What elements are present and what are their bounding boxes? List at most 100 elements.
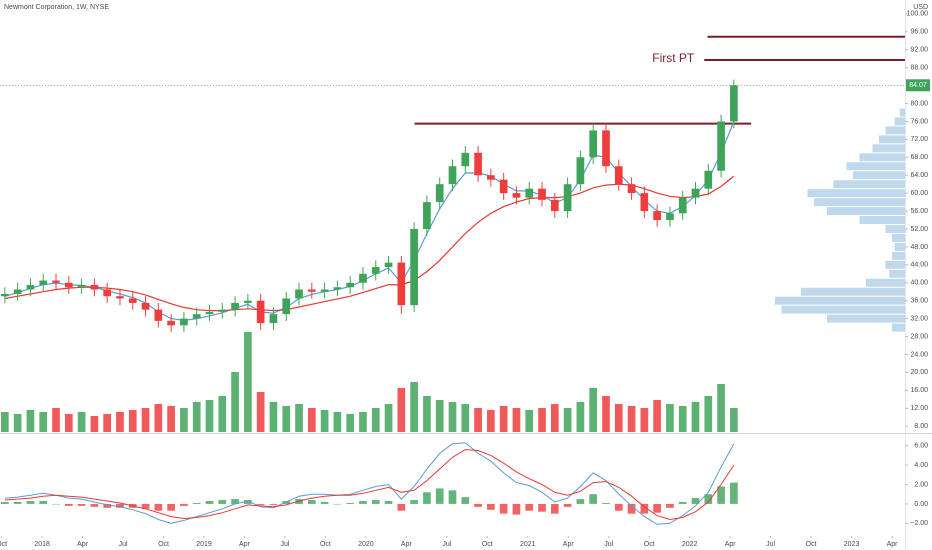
candle-body bbox=[218, 309, 227, 312]
y-tick-label: 16.00 bbox=[910, 387, 928, 394]
volume-profile-row bbox=[853, 171, 905, 180]
macd-histogram-bar bbox=[218, 500, 227, 504]
macd-histogram-bar bbox=[666, 503, 674, 508]
macd-y-tick-label: 0.00 bbox=[914, 501, 928, 508]
x-tick-label: Apr bbox=[239, 541, 251, 548]
macd-histogram-bar bbox=[231, 499, 239, 504]
macd-histogram-bar bbox=[167, 503, 175, 511]
macd-histogram-bar bbox=[435, 488, 444, 504]
candle-body bbox=[52, 280, 60, 283]
macd-histogram-bar bbox=[602, 502, 610, 504]
candle-body bbox=[90, 285, 99, 290]
candle-body bbox=[359, 273, 367, 283]
volume-profile-row bbox=[872, 144, 905, 153]
y-tick-label: 12.00 bbox=[910, 405, 928, 412]
macd-y-tick-label: 4.00 bbox=[914, 462, 928, 469]
macd-histogram-bar bbox=[116, 503, 124, 508]
macd-histogram-bar bbox=[717, 486, 725, 504]
volume-profile-row bbox=[894, 242, 905, 251]
volume-bar bbox=[128, 410, 137, 432]
volume-bar bbox=[116, 412, 124, 432]
volume-bar bbox=[384, 404, 393, 432]
y-tick-label: 92.00 bbox=[910, 47, 928, 54]
volume-bar bbox=[346, 414, 355, 432]
volume-bar bbox=[141, 408, 150, 432]
macd-histogram-bar bbox=[563, 503, 572, 507]
volume-bar bbox=[589, 388, 598, 432]
macd-histogram-bar bbox=[384, 501, 393, 504]
x-tick-label: Apr bbox=[563, 541, 575, 548]
candle-body bbox=[397, 262, 406, 306]
macd-histogram-bar bbox=[244, 500, 252, 504]
candle-body bbox=[269, 314, 278, 324]
volume-bar bbox=[435, 400, 444, 432]
candle-body bbox=[461, 152, 470, 167]
macd-histogram-bar bbox=[180, 503, 188, 506]
macd-histogram-bar bbox=[256, 503, 265, 505]
volume-profile-row bbox=[889, 269, 905, 278]
macd-histogram-bar bbox=[1, 501, 9, 504]
last-price-box bbox=[906, 79, 930, 92]
macd-histogram-bar bbox=[525, 503, 534, 511]
volume-profile-row bbox=[859, 153, 905, 162]
x-tick-label: Oct bbox=[320, 541, 331, 548]
x-tick-label: Jul bbox=[604, 541, 613, 548]
volume-bar bbox=[295, 404, 303, 432]
volume-profile-row bbox=[833, 180, 905, 189]
volume-bar bbox=[359, 412, 367, 432]
volume-profile-row bbox=[885, 225, 905, 233]
candle-body bbox=[103, 289, 112, 297]
candle-body bbox=[346, 282, 355, 288]
volume-bar bbox=[52, 408, 60, 432]
macd-histogram-bar bbox=[269, 503, 278, 505]
candle-body bbox=[666, 213, 674, 221]
candle-body bbox=[423, 202, 431, 229]
x-tick-label: Oct bbox=[0, 541, 7, 548]
volume-bar bbox=[167, 406, 175, 432]
macd-histogram-bar bbox=[487, 503, 495, 510]
x-tick-label: Oct bbox=[806, 541, 817, 548]
volume-profile-row bbox=[827, 314, 905, 323]
volume-bar bbox=[231, 372, 239, 432]
x-tick-label: 2022 bbox=[682, 541, 698, 548]
volume-profile-row bbox=[885, 260, 905, 269]
volume-bar bbox=[602, 396, 610, 432]
volume-bar bbox=[666, 404, 674, 432]
macd-histogram-bar bbox=[154, 503, 163, 511]
candle-body bbox=[640, 193, 649, 212]
macd-histogram-bar bbox=[627, 503, 636, 514]
volume-bar bbox=[614, 404, 623, 432]
candle-body bbox=[154, 309, 163, 321]
candle-body bbox=[410, 228, 418, 306]
volume-profile-row bbox=[859, 216, 905, 225]
moving-average bbox=[4, 121, 735, 322]
volume-profile-row bbox=[892, 323, 905, 332]
x-tick-label: Jul bbox=[766, 541, 775, 548]
moving-average bbox=[4, 175, 735, 312]
x-tick-label: 2018 bbox=[34, 541, 50, 548]
macd-histogram-bar bbox=[371, 500, 380, 504]
macd-histogram-bar bbox=[359, 501, 367, 504]
volume-bar bbox=[39, 412, 48, 432]
volume-bar bbox=[704, 396, 713, 432]
candle-body bbox=[244, 300, 252, 303]
candle-body bbox=[653, 211, 661, 221]
candle-body bbox=[435, 184, 444, 203]
volume-bar bbox=[64, 414, 73, 432]
volume-profile-row bbox=[892, 233, 905, 242]
volume-profile-row bbox=[879, 135, 905, 144]
volume-bar bbox=[423, 396, 431, 432]
volume-bar bbox=[448, 402, 457, 432]
x-tick-label: 2019 bbox=[196, 541, 212, 548]
volume-bar bbox=[550, 404, 559, 432]
volume-bar bbox=[244, 332, 252, 432]
x-tick-label: Oct bbox=[644, 541, 655, 548]
macd-y-tick-label: 2.00 bbox=[914, 481, 928, 488]
candle-body bbox=[371, 267, 380, 274]
y-tick-label: 56.00 bbox=[910, 208, 928, 215]
x-tick-label: Oct bbox=[158, 541, 169, 548]
volume-bar bbox=[397, 388, 406, 432]
macd-histogram-bar bbox=[397, 503, 406, 511]
